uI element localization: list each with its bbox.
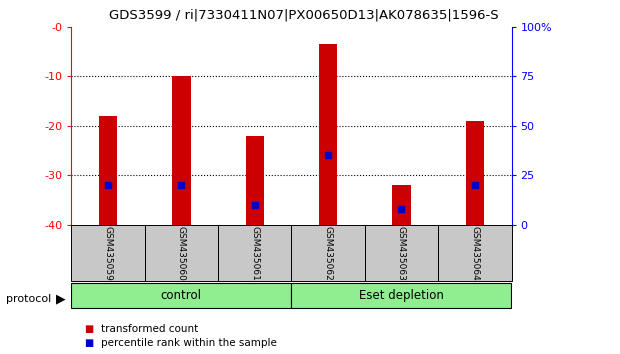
- Text: GDS3599 / ri|7330411N07|PX00650D13|AK078635|1596-S: GDS3599 / ri|7330411N07|PX00650D13|AK078…: [109, 9, 498, 22]
- Bar: [71, 283, 291, 308]
- Bar: [246, 136, 264, 225]
- Text: GSM435063: GSM435063: [397, 225, 406, 281]
- Bar: [172, 76, 190, 225]
- Text: ■: ■: [84, 338, 93, 348]
- Text: Eset depletion: Eset depletion: [359, 289, 444, 302]
- Bar: [71, 225, 144, 281]
- Bar: [365, 225, 438, 281]
- Text: ■: ■: [84, 324, 93, 333]
- Text: control: control: [161, 289, 202, 302]
- Bar: [144, 225, 218, 281]
- Bar: [466, 121, 484, 225]
- Text: transformed count: transformed count: [101, 324, 198, 333]
- Bar: [99, 116, 117, 225]
- Text: GSM435061: GSM435061: [250, 225, 259, 281]
- Text: GSM435060: GSM435060: [177, 225, 186, 281]
- Text: GSM435064: GSM435064: [471, 226, 479, 280]
- Text: ▶: ▶: [55, 293, 65, 306]
- Bar: [438, 225, 512, 281]
- Bar: [291, 283, 512, 308]
- Text: GSM435059: GSM435059: [104, 225, 112, 281]
- Text: GSM435062: GSM435062: [324, 226, 332, 280]
- Bar: [392, 185, 410, 225]
- Bar: [319, 44, 337, 225]
- Bar: [218, 225, 291, 281]
- Bar: [291, 225, 365, 281]
- Text: percentile rank within the sample: percentile rank within the sample: [101, 338, 277, 348]
- Text: protocol: protocol: [6, 294, 51, 304]
